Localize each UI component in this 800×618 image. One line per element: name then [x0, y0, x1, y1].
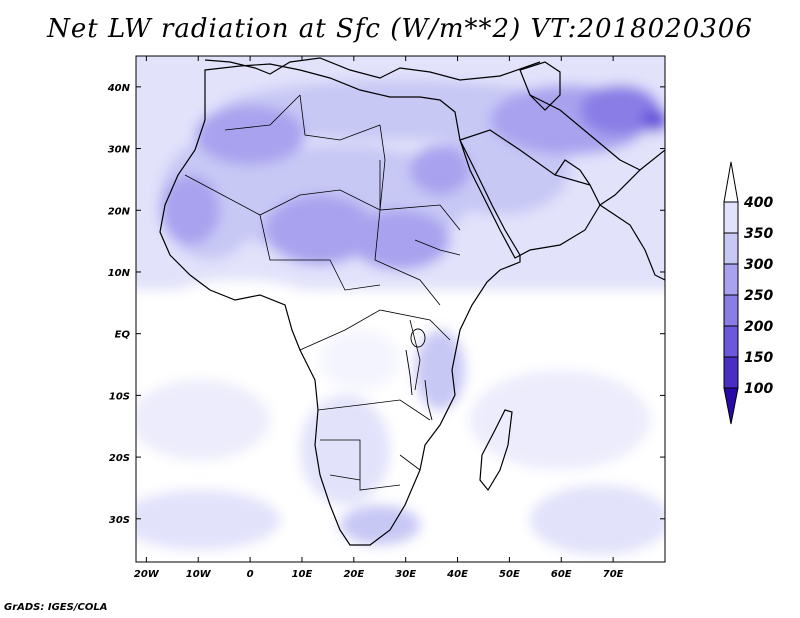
coastlines [159, 57, 665, 546]
lon-label-60e: 60E [551, 569, 572, 580]
lakes [405, 328, 433, 421]
colorbar-segment [723, 263, 739, 296]
lon-label-10e: 10E [292, 569, 313, 580]
colorbar-bottom-arrow [723, 387, 739, 425]
colorbar: 400 350 300 250 200 150 100 [723, 161, 773, 425]
colorbar-top-arrow [723, 161, 739, 203]
lon-label-0: 0 [247, 569, 254, 580]
colorbar-label-400: 400 [743, 195, 773, 211]
plot-area [136, 56, 665, 562]
lon-label-30e: 30E [395, 569, 416, 580]
colorbar-segment [723, 201, 739, 234]
colorbar-label-100: 100 [744, 381, 773, 397]
lon-label-20w: 20W [134, 569, 160, 580]
plot-frame [135, 55, 666, 563]
lon-label-40e: 40E [446, 569, 468, 580]
colorbar-segment [723, 325, 739, 358]
lat-label-eq: EQ [115, 330, 131, 341]
colorbar-label-250: 250 [744, 288, 773, 304]
colorbar-label-300: 300 [744, 257, 773, 273]
country-borders [184, 94, 461, 491]
chart-title: Net LW radiation at Sfc (W/m**2) VT:2018… [47, 14, 753, 44]
lon-label-50e: 50E [499, 569, 520, 580]
lat-label-10s: 10S [109, 391, 130, 402]
radiation-field [136, 56, 665, 555]
credit-text: GrADS: IGES/COLA [4, 602, 108, 613]
colorbar-segment [723, 232, 739, 265]
axis-ticks [136, 56, 665, 562]
lat-label-20s: 20S [109, 453, 130, 464]
colorbar-label-150: 150 [744, 350, 773, 366]
lon-label-20e: 20E [343, 569, 364, 580]
colorbar-segment [723, 356, 739, 389]
longitude-labels: 20W 10W 0 10E 20E 30E 40E 50E 60E 70E [134, 569, 624, 580]
colorbar-label-350: 350 [744, 226, 773, 242]
lon-label-10w: 10W [186, 569, 212, 580]
lat-label-30n: 30N [108, 145, 131, 156]
lat-label-40n: 40N [107, 83, 131, 94]
colorbar-segment [723, 294, 739, 327]
lat-label-30s: 30S [109, 515, 130, 526]
lat-label-10n: 10N [108, 268, 131, 279]
lon-label-70e: 70E [603, 569, 624, 580]
latitude-labels: 40N 30N 20N 10N EQ 10S 20S 30S [107, 83, 131, 526]
colorbar-label-200: 200 [744, 319, 773, 335]
lat-label-20n: 20N [108, 206, 131, 217]
